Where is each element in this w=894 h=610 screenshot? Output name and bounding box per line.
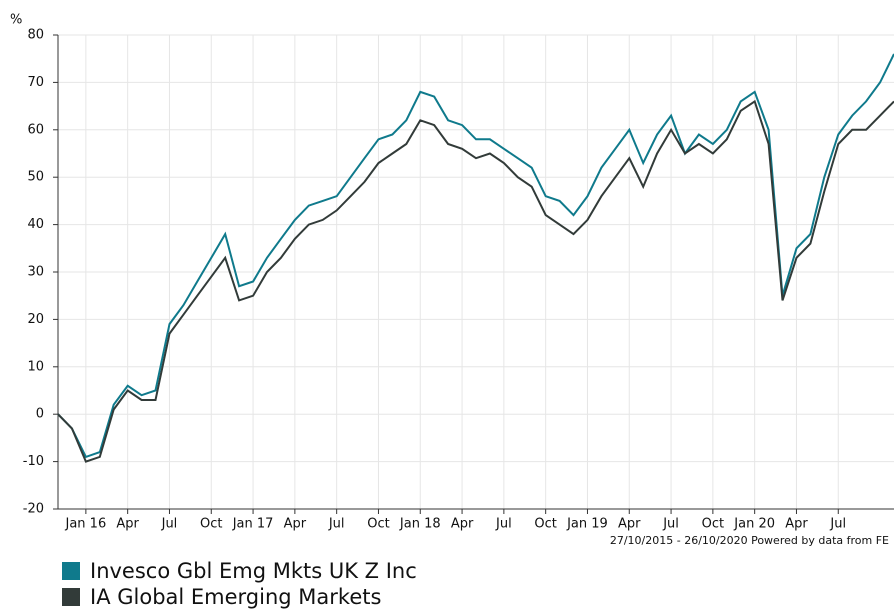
y-tick-label: 30	[27, 265, 44, 280]
x-tick-label: Jul	[161, 517, 178, 532]
legend-swatch	[62, 562, 80, 580]
x-tick-label: Jul	[495, 517, 512, 532]
x-tick-label: Jul	[328, 517, 345, 532]
line-series	[57, 53, 894, 459]
y-tick-label: 70	[27, 75, 44, 90]
x-tick-label: Oct	[534, 517, 556, 532]
x-tick-label: Jan 19	[566, 517, 608, 532]
x-tick-label: Apr	[116, 517, 139, 532]
y-tick-label: 80	[27, 28, 44, 43]
legend-swatch	[62, 588, 80, 606]
x-tick-label: Jul	[662, 517, 679, 532]
y-tick-label: -10	[23, 454, 44, 469]
date-range-note: 27/10/2015 - 26/10/2020 Powered by data …	[610, 534, 889, 547]
y-tick-label: 20	[27, 312, 44, 327]
y-tick-label: -20	[23, 502, 44, 517]
x-tick-label: Oct	[367, 517, 389, 532]
x-tick-label: Jan 16	[65, 517, 107, 532]
line-series	[57, 99, 894, 463]
chart: % 27/10/2015 - 26/10/2020 Powered by dat…	[10, 13, 894, 547]
y-tick-label: 0	[36, 407, 44, 422]
x-tick-label: Jul	[829, 517, 846, 532]
x-tick-label: Jan 18	[399, 517, 441, 532]
y-tick-label: 60	[27, 122, 44, 137]
x-tick-label: Apr	[284, 517, 307, 532]
y-tick-label: 10	[27, 359, 44, 374]
x-tick-label: Apr	[451, 517, 474, 532]
x-tick-label: Jan 20	[733, 517, 775, 532]
legend: Invesco Gbl Emg Mkts UK Z Inc IA Global E…	[62, 558, 417, 610]
y-tick-label: 40	[27, 217, 44, 232]
legend-label: IA Global Emerging Markets	[90, 585, 382, 609]
x-tick-label: Oct	[702, 517, 724, 532]
legend-label: Invesco Gbl Emg Mkts UK Z Inc	[90, 559, 417, 583]
y-axis-label: %	[10, 13, 22, 28]
legend-item: Invesco Gbl Emg Mkts UK Z Inc	[62, 558, 417, 584]
legend-item: IA Global Emerging Markets	[62, 584, 417, 610]
x-tick-label: Apr	[618, 517, 641, 532]
x-tick-label: Apr	[785, 517, 808, 532]
y-tick-label: 50	[27, 170, 44, 185]
x-tick-label: Oct	[200, 517, 222, 532]
x-tick-label: Jan 17	[232, 517, 274, 532]
